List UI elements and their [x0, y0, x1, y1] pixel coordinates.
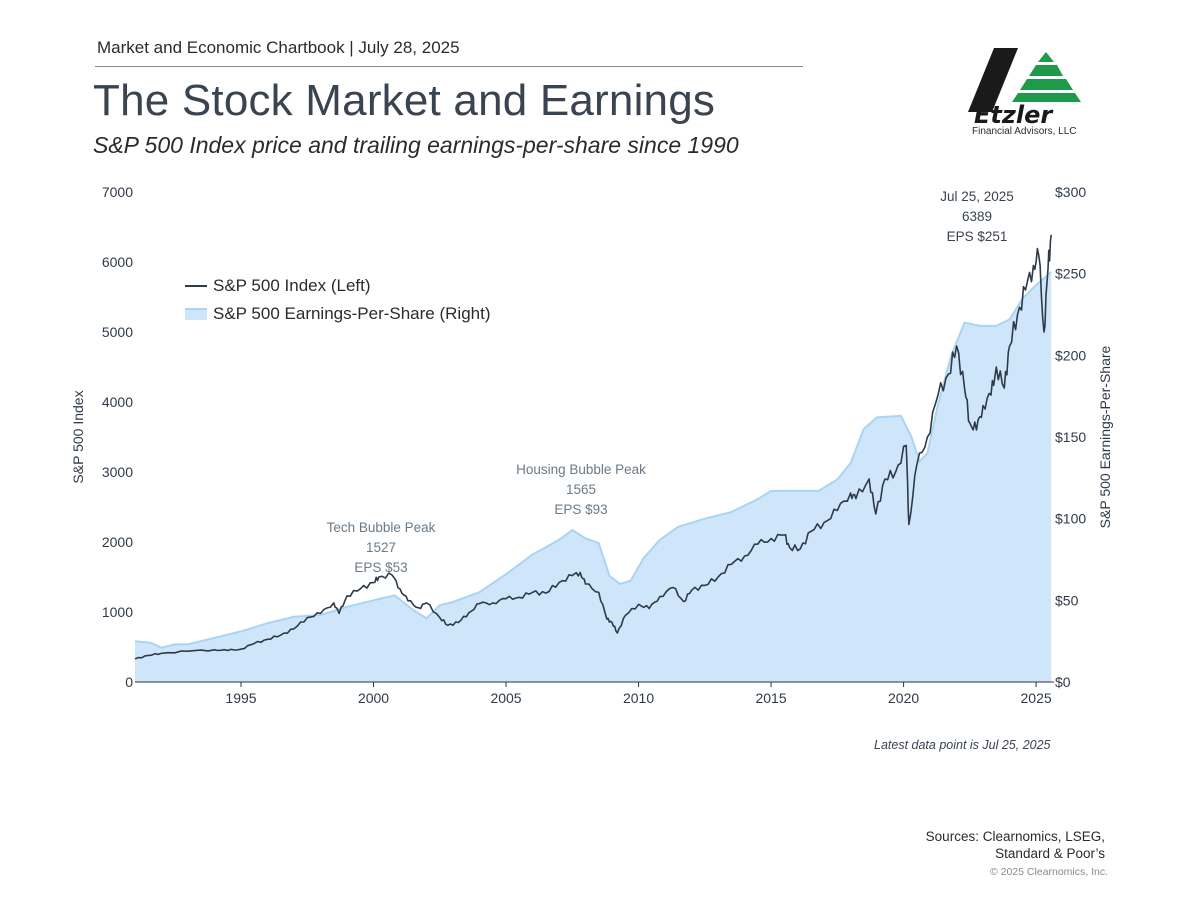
annotation-1-line-1: 1565 — [566, 482, 596, 497]
etzler-logo: Etzler — [968, 48, 1081, 129]
y-left-tick-label-6000: 6000 — [102, 254, 133, 270]
chart-legend: S&P 500 Index (Left) S&P 500 Earnings-Pe… — [185, 272, 491, 328]
x-tick-label-2000: 2000 — [358, 690, 389, 706]
sources-line-2: Standard & Poor’s — [995, 846, 1105, 861]
y-right-axis-title: S&P 500 Earnings-Per-Share — [1097, 345, 1113, 528]
x-tick-label-2020: 2020 — [888, 690, 919, 706]
y-left-tick-label-0: 0 — [125, 674, 133, 690]
annotation-1-line-0: Housing Bubble Peak — [516, 462, 646, 477]
x-tick-label-2010: 2010 — [623, 690, 654, 706]
eps-edge-line — [134, 271, 1052, 649]
logo-subtitle: Financial Advisors, LLC — [972, 126, 1077, 137]
y-right-tick-label-5: $250 — [1055, 266, 1086, 282]
y-left-axis-title: S&P 500 Index — [70, 390, 86, 483]
y-right-tick-label-2: $100 — [1055, 511, 1086, 527]
page-title: The Stock Market and Earnings — [93, 76, 716, 125]
y-left-tick-label-1000: 1000 — [102, 604, 133, 620]
y-right-tick-label-4: $200 — [1055, 347, 1086, 363]
legend-swatch-index — [185, 285, 207, 287]
sources-note: Sources: Clearnomics, LSEG, Standard & P… — [865, 828, 1105, 862]
chartbook-header: Market and Economic Chartbook | July 28,… — [97, 38, 460, 57]
x-tick-label-1995: 1995 — [225, 690, 256, 706]
logo-wordmark: Etzler — [974, 101, 1054, 129]
annotation-2-line-2: EPS $251 — [947, 229, 1008, 244]
page-subtitle: S&P 500 Index price and trailing earning… — [93, 132, 739, 158]
y-left-tick-label-5000: 5000 — [102, 324, 133, 340]
index-line — [134, 234, 1052, 660]
legend-item-index: S&P 500 Index (Left) — [185, 272, 491, 300]
copyright: © 2025 Clearnomics, Inc. — [989, 866, 1108, 878]
y-left-tick-label-7000: 7000 — [102, 184, 133, 200]
eps-area — [135, 272, 1052, 682]
legend-item-eps: S&P 500 Earnings-Per-Share (Right) — [185, 300, 491, 328]
x-tick-label-2025: 2025 — [1021, 690, 1052, 706]
legend-label-index: S&P 500 Index (Left) — [213, 276, 371, 295]
y-right-tick-label-0: $0 — [1055, 674, 1071, 690]
y-left-tick-label-3000: 3000 — [102, 464, 133, 480]
legend-swatch-eps — [185, 308, 207, 320]
y-right-tick-label-6: $300 — [1055, 184, 1086, 200]
annotation-0-line-2: EPS $53 — [354, 560, 407, 575]
legend-label-eps: S&P 500 Earnings-Per-Share (Right) — [213, 304, 491, 323]
header-divider — [95, 66, 803, 67]
annotation-0-line-0: Tech Bubble Peak — [327, 520, 436, 535]
x-tick-label-2015: 2015 — [755, 690, 786, 706]
annotation-2-line-1: 6389 — [962, 209, 992, 224]
y-right-tick-label-3: $150 — [1055, 429, 1086, 445]
annotation-1-line-2: EPS $93 — [554, 502, 607, 517]
annotation-0-line-1: 1527 — [366, 540, 396, 555]
y-right-tick-label-1: $50 — [1055, 592, 1079, 608]
sources-line-1: Sources: Clearnomics, LSEG, — [925, 829, 1105, 844]
x-tick-label-2005: 2005 — [490, 690, 521, 706]
annotation-2-line-0: Jul 25, 2025 — [940, 189, 1014, 204]
y-left-tick-label-4000: 4000 — [102, 394, 133, 410]
latest-data-note: Latest data point is Jul 25, 2025 — [874, 738, 1051, 752]
y-left-tick-label-2000: 2000 — [102, 534, 133, 550]
